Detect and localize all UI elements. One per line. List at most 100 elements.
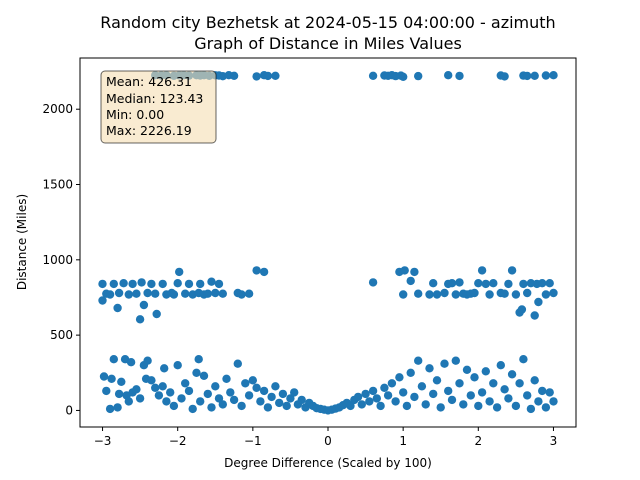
data-point — [523, 288, 532, 298]
data-point — [114, 389, 124, 399]
data-point — [361, 389, 370, 399]
data-point — [507, 266, 517, 275]
data-point — [447, 395, 457, 405]
data-point — [477, 266, 487, 275]
data-point — [147, 279, 156, 289]
data-point — [244, 391, 254, 400]
data-point — [290, 388, 299, 397]
x-tick-label: 2 — [474, 434, 482, 448]
data-point — [237, 290, 246, 299]
data-point — [114, 288, 124, 298]
data-point — [470, 288, 479, 298]
data-point — [425, 290, 434, 299]
data-point — [135, 394, 145, 403]
data-point — [252, 72, 261, 81]
data-point — [500, 72, 509, 81]
data-point — [188, 404, 197, 414]
data-point — [139, 300, 149, 310]
data-point — [541, 290, 551, 299]
data-point — [470, 373, 479, 382]
data-point — [218, 289, 227, 298]
data-point — [107, 374, 116, 383]
data-point — [459, 400, 468, 409]
data-point — [263, 403, 273, 412]
data-point — [102, 386, 111, 396]
data-point — [98, 296, 107, 305]
x-tick-label: 0 — [324, 434, 332, 448]
data-point — [117, 377, 126, 386]
stat-median: Median: 123.43 — [106, 91, 203, 106]
stats-box: Mean: 426.31 Median: 123.43 Min: 0.00 Ma… — [100, 70, 217, 144]
data-point — [173, 361, 182, 370]
data-point — [244, 289, 254, 298]
data-point — [166, 388, 175, 397]
data-point — [207, 403, 216, 412]
data-point — [523, 391, 532, 400]
data-point — [211, 382, 220, 391]
data-point — [357, 400, 366, 409]
data-point — [143, 356, 152, 365]
data-point — [511, 401, 521, 411]
data-point — [286, 394, 295, 403]
data-point — [196, 279, 205, 289]
data-point — [440, 288, 449, 298]
data-point — [99, 372, 109, 381]
data-point — [211, 288, 220, 298]
data-point — [346, 401, 355, 411]
data-point — [137, 278, 146, 287]
data-point — [455, 278, 464, 287]
data-point — [538, 279, 547, 288]
data-point — [474, 279, 483, 288]
data-point — [399, 290, 408, 299]
data-point — [252, 266, 261, 275]
data-point — [297, 395, 306, 405]
data-point — [414, 356, 423, 365]
data-point — [128, 279, 137, 289]
data-point — [143, 288, 152, 298]
x-tick-label: 3 — [550, 434, 558, 448]
data-point — [485, 290, 494, 299]
data-point — [451, 290, 460, 299]
chart-subtitle: Graph of Distance in Miles Values — [194, 34, 462, 53]
data-point — [196, 397, 205, 406]
data-point — [414, 289, 423, 298]
data-point — [158, 382, 167, 391]
data-point — [105, 404, 115, 414]
data-point — [248, 376, 257, 385]
data-point — [173, 279, 182, 288]
data-point — [447, 279, 457, 288]
data-point — [481, 367, 490, 376]
data-point — [126, 358, 136, 367]
data-point — [395, 373, 404, 382]
data-point — [158, 279, 167, 289]
x-tick-label: −2 — [169, 434, 187, 448]
data-point — [530, 71, 539, 81]
data-point — [492, 403, 502, 412]
data-point — [192, 368, 201, 377]
x-axis-ticks: −3 −2 −1 0 1 2 3 — [94, 427, 558, 448]
chart-title: Random city Bezhetsk at 2024-05-15 04:00… — [100, 13, 555, 32]
data-point — [462, 365, 472, 374]
data-point — [124, 290, 133, 299]
data-point — [199, 371, 209, 380]
data-point — [534, 397, 543, 406]
data-point — [432, 376, 442, 385]
data-point — [429, 389, 438, 399]
data-point — [444, 386, 453, 396]
data-point — [105, 290, 115, 299]
data-point — [135, 315, 145, 324]
data-point — [194, 355, 203, 364]
data-point — [169, 401, 179, 411]
data-point — [207, 277, 216, 286]
data-point — [160, 364, 169, 373]
data-point — [151, 383, 160, 392]
data-point — [376, 401, 385, 411]
data-point — [436, 403, 445, 412]
data-point — [256, 397, 265, 406]
data-point — [175, 267, 184, 277]
stat-mean: Mean: 426.31 — [106, 74, 192, 89]
data-point — [511, 290, 521, 299]
data-point — [406, 276, 415, 286]
data-point — [372, 394, 381, 403]
